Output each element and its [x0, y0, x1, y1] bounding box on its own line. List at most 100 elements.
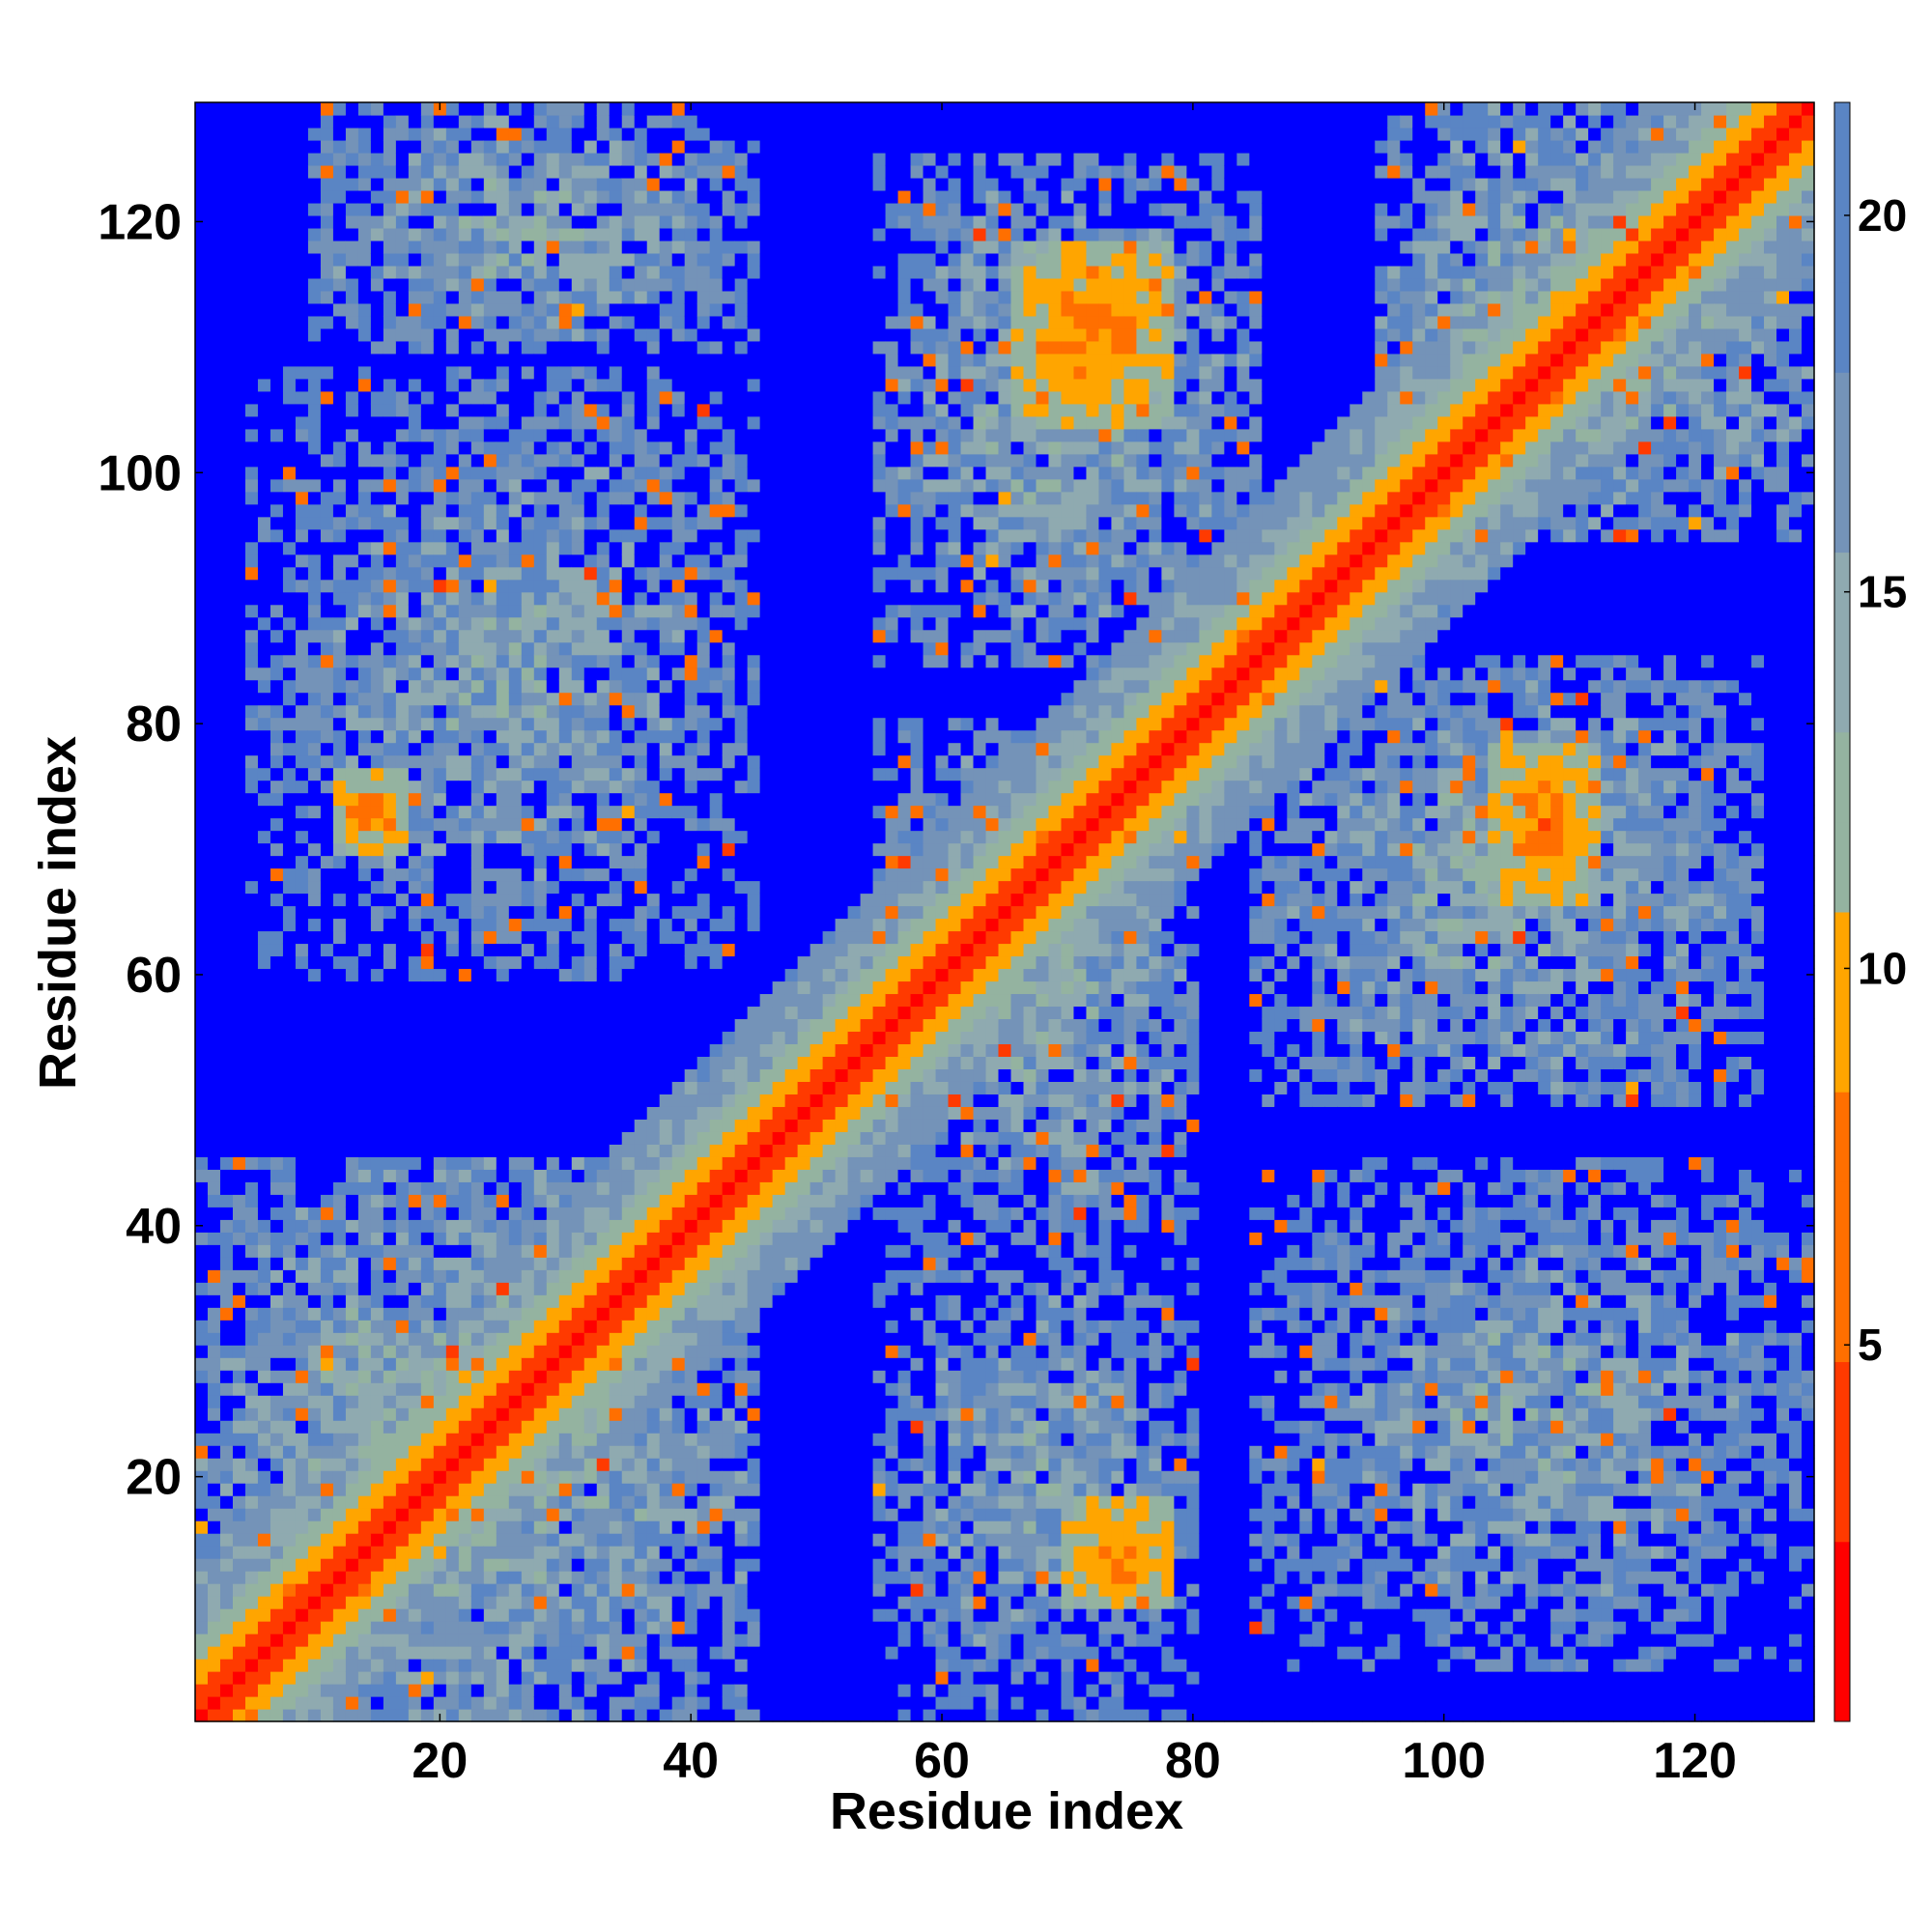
- heatmap-cell: [483, 1345, 497, 1358]
- heatmap-cell: [420, 918, 435, 932]
- heatmap-cell: [295, 1006, 309, 1020]
- heatmap-cell: [659, 943, 673, 957]
- heatmap-cell: [219, 1068, 234, 1082]
- heatmap-cell: [583, 214, 598, 229]
- heatmap-cell: [583, 240, 598, 254]
- heatmap-cell: [458, 855, 472, 869]
- heatmap-cell: [207, 466, 221, 480]
- heatmap-cell: [232, 1470, 246, 1484]
- heatmap-cell: [195, 1269, 209, 1283]
- heatmap-cell: [458, 265, 472, 279]
- heatmap-cell: [521, 692, 535, 706]
- heatmap-cell: [558, 189, 573, 204]
- heatmap-cell: [257, 152, 271, 166]
- heatmap-cell: [370, 993, 384, 1008]
- heatmap-cell: [659, 955, 673, 970]
- heatmap-cell: [395, 365, 410, 380]
- heatmap-cell: [483, 1646, 497, 1660]
- heatmap-cell: [646, 930, 661, 945]
- heatmap-cell: [244, 867, 259, 882]
- heatmap-cell: [345, 440, 359, 455]
- heatmap-cell: [320, 240, 334, 254]
- heatmap-cell: [232, 780, 246, 794]
- heatmap-cell: [357, 1684, 372, 1697]
- heatmap-cell: [383, 1508, 397, 1521]
- heatmap-cell: [433, 1257, 447, 1270]
- heatmap-cell: [470, 817, 485, 832]
- heatmap-cell: [621, 1583, 636, 1597]
- heatmap-cell: [420, 1608, 435, 1622]
- heatmap-cell: [659, 1106, 673, 1120]
- heatmap-cell: [332, 667, 347, 681]
- heatmap-cell: [257, 1608, 271, 1622]
- heatmap-cell: [634, 1533, 648, 1547]
- heatmap-cell: [646, 993, 661, 1008]
- heatmap-cell: [571, 1232, 585, 1245]
- heatmap-cell: [345, 1696, 359, 1710]
- heatmap-cell: [295, 692, 309, 706]
- heatmap-cell: [496, 792, 510, 807]
- heatmap-cell: [596, 1382, 611, 1396]
- heatmap-cell: [395, 1508, 410, 1521]
- heatmap-cell: [583, 1056, 598, 1069]
- heatmap-cell: [295, 528, 309, 543]
- heatmap-cell: [571, 152, 585, 166]
- heatmap-cell: [207, 742, 221, 756]
- heatmap-cell: [320, 1684, 334, 1697]
- heatmap-cell: [383, 164, 397, 179]
- heatmap-cell: [270, 641, 284, 656]
- heatmap-cell: [646, 918, 661, 932]
- heatmap-cell: [332, 1420, 347, 1434]
- heatmap-cell: [420, 415, 435, 430]
- heatmap-cell: [496, 704, 510, 719]
- heatmap-cell: [458, 1608, 472, 1622]
- heatmap-cell: [546, 729, 560, 744]
- heatmap-cell: [445, 415, 460, 430]
- heatmap-cell: [383, 968, 397, 982]
- heatmap-cell: [307, 692, 322, 706]
- heatmap-cell: [470, 1106, 485, 1120]
- heatmap-cell: [508, 1671, 523, 1685]
- heatmap-cell: [207, 1583, 221, 1597]
- heatmap-cell: [307, 905, 322, 920]
- heatmap-cell: [408, 102, 422, 116]
- heatmap-cell: [583, 403, 598, 417]
- heatmap-cell: [533, 1684, 548, 1697]
- heatmap-cell: [420, 1119, 435, 1132]
- heatmap-cell: [596, 1671, 611, 1685]
- heatmap-cell: [408, 1634, 422, 1647]
- heatmap-cell: [483, 1608, 497, 1622]
- heatmap-cell: [483, 252, 497, 267]
- heatmap-cell: [496, 1558, 510, 1572]
- heatmap-cell: [295, 1483, 309, 1496]
- heatmap-cell: [659, 968, 673, 982]
- heatmap-cell: [433, 453, 447, 468]
- heatmap-cell: [370, 127, 384, 141]
- heatmap-cell: [320, 365, 334, 380]
- heatmap-cell: [307, 202, 322, 216]
- heatmap-cell: [270, 453, 284, 468]
- heatmap-cell: [195, 503, 209, 518]
- heatmap-cell: [420, 177, 435, 191]
- heatmap-cell: [483, 905, 497, 920]
- heatmap-cell: [634, 554, 648, 568]
- heatmap-cell: [257, 1018, 271, 1033]
- heatmap-cell: [433, 466, 447, 480]
- heatmap-cell: [295, 1131, 309, 1145]
- heatmap-cell: [345, 1006, 359, 1020]
- heatmap-cell: [521, 340, 535, 355]
- heatmap-cell: [470, 365, 485, 380]
- heatmap-cell: [420, 240, 435, 254]
- heatmap-cell: [496, 378, 510, 392]
- heatmap-cell: [195, 1407, 209, 1421]
- heatmap-cell: [583, 792, 598, 807]
- heatmap-cell: [295, 905, 309, 920]
- heatmap-cell: [659, 227, 673, 242]
- heatmap-cell: [383, 792, 397, 807]
- heatmap-cell: [445, 1495, 460, 1509]
- heatmap-cell: [609, 1131, 623, 1145]
- heatmap-cell: [395, 1407, 410, 1421]
- heatmap-cell: [546, 1709, 560, 1722]
- heatmap-cell: [533, 277, 548, 292]
- heatmap-cell: [483, 692, 497, 706]
